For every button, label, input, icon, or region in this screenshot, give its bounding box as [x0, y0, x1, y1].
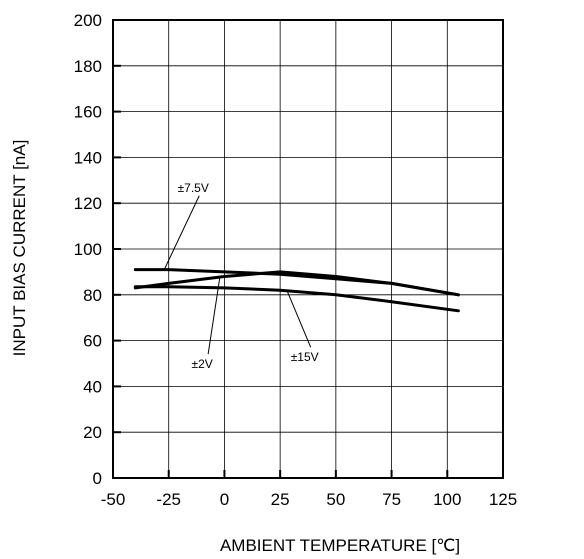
y-tick-label: 100: [74, 240, 102, 259]
y-tick-label: 60: [83, 332, 102, 351]
y-tick-label: 180: [74, 57, 102, 76]
y-tick-label: 80: [83, 286, 102, 305]
x-tick-label: 75: [382, 490, 401, 509]
y-tick-label: 120: [74, 194, 102, 213]
series-label: ±15V: [291, 350, 319, 364]
annotations: ±7.5V ±2V ±15V: [163, 181, 319, 371]
annotation-pointer: [207, 276, 221, 355]
annotation-pointer: [163, 195, 200, 270]
y-tick-label: 40: [83, 377, 102, 396]
x-tick-label: 100: [433, 490, 461, 509]
series-line-3: [133, 285, 460, 313]
y-tick-label: 200: [74, 11, 102, 30]
x-axis-title: AMBIENT TEMPERATURE [℃]: [220, 536, 460, 555]
annotation-pointer: [286, 290, 312, 348]
x-tick-label: 50: [326, 490, 345, 509]
y-tick-label: 140: [74, 148, 102, 167]
x-tick-label: 125: [489, 490, 517, 509]
series-label: ±2V: [192, 357, 213, 371]
y-tick-label: 0: [93, 469, 102, 488]
x-tick-label: 25: [271, 490, 290, 509]
series-label: ±7.5V: [178, 181, 209, 195]
x-tick-label: 0: [220, 490, 229, 509]
y-tick-label: 20: [83, 423, 102, 442]
y-tick-label: 160: [74, 103, 102, 122]
grid: [113, 20, 503, 478]
series-line-2: [133, 270, 460, 297]
x-tick-label: -50: [101, 490, 126, 509]
y-axis-title: INPUT BIAS CURRENT [nA]: [10, 140, 29, 357]
x-tick-label: -25: [156, 490, 181, 509]
series-layer: [133, 268, 460, 313]
axis-ticks: -50 -25 0 25 50 75 100 125 0 20 40 60 80 100 120 140 160…: [74, 11, 518, 509]
